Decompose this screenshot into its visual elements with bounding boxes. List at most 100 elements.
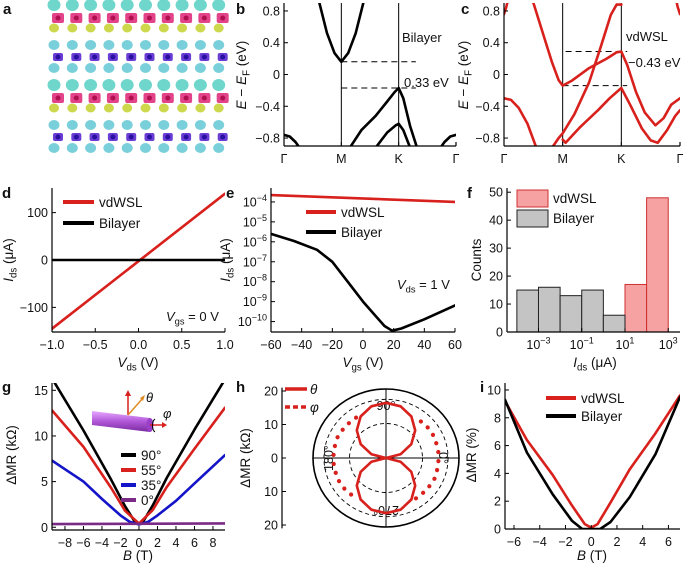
x-tick-label: 0	[135, 536, 142, 550]
atom	[193, 0, 207, 11]
x-tick-label: −60	[260, 338, 281, 352]
x-tick-label: −20	[322, 338, 343, 352]
x-tick-label-part: 10	[616, 338, 630, 352]
y-tick-label-part: 10	[238, 315, 252, 329]
atom	[140, 120, 151, 130]
legend-item-0: θ	[285, 382, 318, 397]
atom	[66, 63, 78, 73]
x-tick-label: 40	[417, 338, 431, 352]
x-axis-title-part: (μA)	[587, 355, 617, 370]
panel-h: 20 10 0 10 20 ΔMR (kΩ) 0° 90° 180° 270° θφ	[238, 382, 460, 533]
y-axis-title-part: E	[234, 75, 249, 85]
x-axis-title-part: (V)	[137, 355, 159, 370]
atom	[85, 103, 96, 113]
atom-core	[55, 134, 61, 140]
y-axis-title-part: ΔMR (kΩ)	[238, 428, 253, 488]
atom	[193, 79, 207, 91]
y-tick-label: 0	[271, 452, 278, 466]
angle-label-90: 90°	[377, 399, 396, 413]
legend-swatch	[516, 189, 549, 208]
panel-label-a: a	[3, 1, 12, 18]
atom-core	[73, 134, 79, 140]
x-tick-label: 8	[209, 536, 216, 550]
annotation-part: = 0 V	[185, 309, 220, 324]
annotation-part: gs	[175, 317, 185, 327]
y-tick-label: 10−4	[243, 193, 267, 210]
atom	[177, 23, 188, 33]
x-axis-title-part: B	[577, 548, 586, 563]
atom	[65, 0, 79, 11]
panel-d: −1.0 −0.5 0.0 0.5 1.0 −100 0 100 Vds (V) Ids (μA)…	[1, 188, 234, 374]
legend-label: vdWSL	[341, 205, 385, 220]
x-tick-label: −40	[291, 338, 312, 352]
atom	[157, 79, 171, 91]
atom	[66, 40, 78, 50]
y-tick-label: 0.8	[263, 4, 280, 18]
legend-item-1: Bilayer	[306, 225, 383, 240]
atom	[158, 143, 170, 153]
atom	[175, 79, 189, 91]
x-tick-label: 2	[613, 535, 620, 549]
atom	[84, 79, 98, 91]
y-tick-label: 5	[41, 475, 48, 489]
legend-item-1: φ	[285, 400, 319, 415]
x-axis-title: B (T)	[577, 548, 607, 563]
atom	[176, 63, 188, 73]
atom	[158, 103, 169, 113]
legend-label: φ	[310, 400, 319, 415]
atom	[103, 120, 115, 130]
x-tick-label: −1.0	[40, 338, 65, 352]
panel-c: Γ M K Γ−0.8−0.400.40.8E − EF (eV)vdWSL−0.43…	[456, 3, 684, 166]
y-tick-label-part: −8	[257, 273, 267, 283]
y-tick-label: 10−8	[243, 273, 267, 290]
atom-core	[147, 54, 152, 60]
atom	[103, 40, 115, 50]
series-line-bilayer	[271, 232, 455, 332]
y-axis-title: ΔMR (kΩ)	[238, 428, 253, 488]
atom	[66, 120, 78, 130]
legend-label: 55°	[141, 463, 161, 478]
x-tick-label-part: −3	[540, 336, 550, 346]
x-tick-label: 6	[665, 535, 672, 549]
legend-label: 35°	[141, 478, 161, 493]
atom-core	[110, 54, 116, 60]
atom	[158, 63, 170, 73]
y-tick-label: 6	[494, 439, 501, 453]
atom	[49, 103, 59, 113]
angle-label-180: 180°	[322, 445, 336, 471]
y-tick-label: 0	[273, 68, 280, 82]
y-axis-title-part: E	[234, 99, 249, 109]
y-tick-label-part: −9	[257, 293, 267, 303]
atom	[120, 0, 134, 11]
x-tick-label-part: 1	[629, 336, 634, 346]
annotation-part: = 1 V	[416, 277, 451, 292]
x-tick-label: K	[617, 152, 626, 166]
y-tick-label: −100	[20, 301, 48, 315]
legend-item-2: 35°	[121, 478, 161, 493]
polar-series-phi-b	[331, 415, 359, 501]
annotation-part: V	[397, 277, 407, 292]
y-tick-label-part: 10	[243, 215, 257, 229]
y-axis-title-part: E	[456, 75, 471, 85]
atom	[194, 63, 206, 73]
y-tick-label-part: −7	[257, 253, 267, 263]
polar-series-theta	[355, 401, 417, 515]
atom-core	[110, 134, 116, 140]
x-axis-title: Vgs (V)	[342, 355, 383, 374]
series-line-band-4	[551, 3, 623, 146]
y-tick-label: 10	[264, 485, 278, 499]
y-tick-label-part: 10	[243, 255, 257, 269]
atom	[48, 143, 60, 153]
atom	[176, 40, 188, 50]
x-tick-label: 0	[588, 535, 595, 549]
legend-label: θ	[310, 382, 318, 397]
x-tick-label-part: 10	[659, 338, 673, 352]
x-tick-label: −6	[76, 536, 90, 550]
x-tick-label-part: 10	[570, 338, 584, 352]
panel-label-g: g	[2, 379, 11, 396]
x-axis-title-part: (T)	[132, 548, 153, 563]
atom	[103, 23, 114, 33]
atom-core	[92, 15, 98, 21]
series-line-90	[53, 383, 225, 525]
